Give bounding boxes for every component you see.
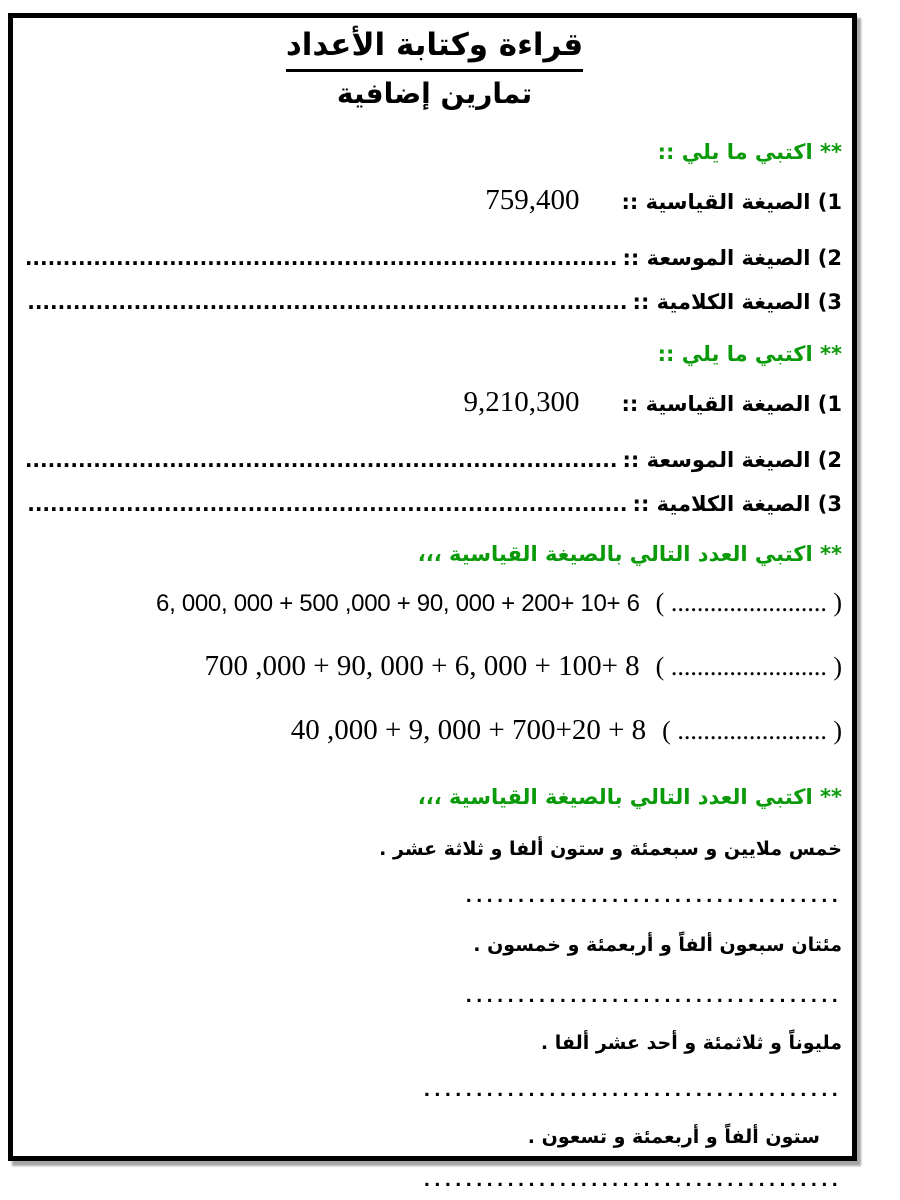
- answer-blank-dots: ........................................: [423, 1171, 842, 1191]
- standard-form-number: 759,400: [485, 184, 580, 216]
- row-label: 1) الصيغة القياسية ::: [621, 190, 842, 214]
- expression-answer-blank: ( ........................ ): [655, 652, 842, 681]
- word-problem-text: مئتان سبعون ألفاً و أربعمئة و خمسون .: [473, 934, 842, 956]
- section-1-row-word-form: 3) الصيغة الكلامية :: ..................…: [27, 288, 842, 318]
- row-label: 3) الصيغة الكلامية ::: [632, 492, 842, 516]
- section-2-row-expanded-form: 2) الصيغة الموسعة :: ...................…: [27, 446, 842, 476]
- section-3-header: ** اكتبي العدد التالي بالصيغة القياسية ،…: [417, 542, 842, 566]
- expression-terms: 700 ,000 + 90, 000 + 6, 000 + 100+ 8: [204, 650, 640, 682]
- answer-blank-dots: ........................................…: [27, 290, 628, 314]
- section-4-header: ** اكتبي العدد التالي بالصيغة القياسية ،…: [417, 785, 842, 809]
- page-title: قراءة وكتابة الأعداد: [27, 24, 842, 72]
- expression-row: 6, 000, 000 + 500 ,000 + 90, 000 + 200+ …: [27, 584, 842, 625]
- expression-terms: 40 ,000 + 9, 000 + 700+20 + 8: [290, 714, 647, 746]
- row-label: 2) الصيغة الموسعة ::: [622, 246, 842, 270]
- standard-form-number: 9,210,300: [463, 386, 580, 418]
- answer-blank-dots: ....................................: [465, 987, 842, 1007]
- word-problem-text: ستون ألفاً و أربعمئة و تسعون .: [527, 1126, 820, 1148]
- answer-blank-dots: ........................................…: [27, 492, 628, 516]
- page-subtitle: تمارين إضافية: [336, 77, 533, 110]
- page-title-text: قراءة وكتابة الأعداد: [285, 24, 584, 72]
- row-label: 1) الصيغة القياسية ::: [621, 392, 842, 416]
- section-2-header: ** اكتبي ما يلي ::: [657, 342, 842, 366]
- answer-blank-dots: ........................................…: [27, 448, 618, 472]
- word-problem-text: مليوناً و ثلاثمئة و أحد عشر ألفا .: [540, 1032, 842, 1054]
- expression-row: 40 ,000 + 9, 000 + 700+20 + 8 ( .........…: [27, 711, 842, 753]
- section-2-row-standard-form: 1) الصيغة القياسية ::9,210,300: [27, 384, 842, 424]
- section-1-row-expanded-form: 2) الصيغة الموسعة :: ...................…: [27, 244, 842, 274]
- answer-blank-dots: ....................................: [465, 887, 842, 907]
- row-label: 2) الصيغة الموسعة ::: [622, 448, 842, 472]
- expression-answer-blank: ( ........................ ): [655, 588, 842, 617]
- expression-answer-blank: ( ....................... ): [662, 716, 842, 745]
- page-border-frame: قراءة وكتابة الأعداد تمارين إضافية ** اك…: [8, 13, 857, 1191]
- section-1-row-standard-form: 1) الصيغة القياسية ::759,400: [27, 182, 842, 222]
- expression-terms: 6, 000, 000 + 500 ,000 + 90, 000 + 200+ …: [156, 590, 640, 617]
- row-label: 3) الصيغة الكلامية ::: [632, 290, 842, 314]
- section-1-header: ** اكتبي ما يلي ::: [657, 140, 842, 164]
- answer-blank-dots: ........................................…: [27, 246, 618, 270]
- answer-blank-dots: ........................................: [423, 1081, 842, 1101]
- word-problem-text: خمس ملايين و سبعمئة و ستون ألفا و ثلاثة …: [379, 838, 842, 860]
- section-2-row-word-form: 3) الصيغة الكلامية :: ..................…: [27, 490, 842, 520]
- expression-row: 700 ,000 + 90, 000 + 6, 000 + 100+ 8 ( ..…: [27, 647, 843, 689]
